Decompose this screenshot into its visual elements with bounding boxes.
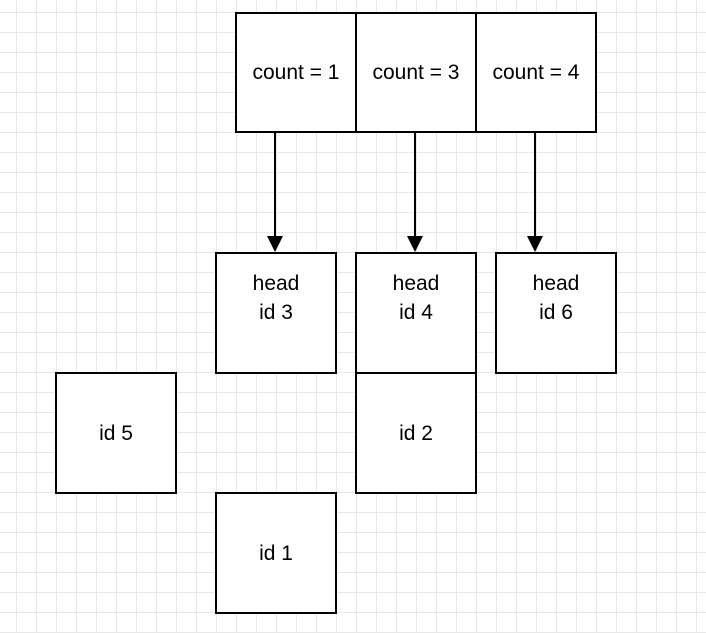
head-label: head [392,272,440,295]
head-label: head [252,272,300,295]
node-id-label: id 3 [259,301,293,324]
node-id-label: id 4 [399,301,433,324]
count-cell-2: count = 3 [372,60,460,84]
node-id-label: id 5 [99,421,133,445]
head-label: head [532,272,580,295]
node-id-label: id 6 [539,301,573,324]
arrow-3 [527,133,543,252]
count-divider-2 [475,12,477,133]
node-id1: id 1 [215,492,337,614]
count-divider-1 [355,12,357,133]
node-id-label: id 1 [259,541,293,565]
count-cell-3: count = 4 [492,60,580,84]
head-node-id4: head id 4 [355,252,477,374]
node-id-label: id 2 [399,421,433,445]
node-id2: id 2 [355,372,477,494]
node-id5: id 5 [55,372,177,494]
arrow-2 [407,133,423,252]
count-cell-1: count = 1 [252,60,340,84]
head-node-id3: head id 3 [215,252,337,374]
arrow-1 [267,133,283,252]
head-node-id6: head id 6 [495,252,617,374]
count-array [235,12,597,133]
